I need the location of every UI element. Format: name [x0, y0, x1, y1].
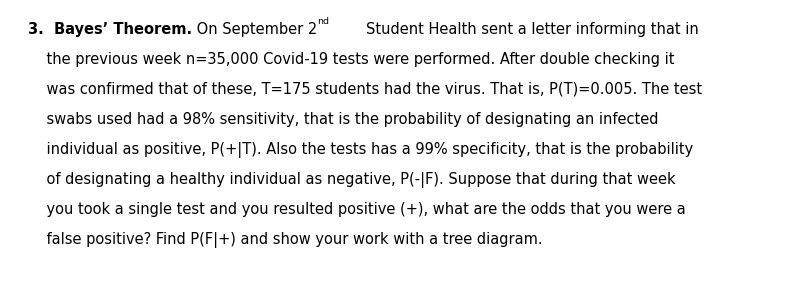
Text: false positive? Find P(F|+) and show your work with a tree diagram.: false positive? Find P(F|+) and show you… — [28, 232, 542, 248]
Text: was confirmed that of these, T=175 students had the virus. That is, P(T)=0.005. : was confirmed that of these, T=175 stude… — [28, 82, 702, 97]
Text: On September 2: On September 2 — [192, 22, 318, 37]
Text: of designating a healthy individual as negative, P(-|F). Suppose that during tha: of designating a healthy individual as n… — [28, 172, 676, 188]
Text: nd: nd — [318, 17, 329, 26]
Text: swabs used had a 98% sensitivity, that is the probability of designating an infe: swabs used had a 98% sensitivity, that i… — [28, 112, 659, 127]
Text: you took a single test and you resulted positive (+), what are the odds that you: you took a single test and you resulted … — [28, 202, 685, 217]
Text: the previous week n=35,000 Covid-19 tests were performed. After double checking : the previous week n=35,000 Covid-19 test… — [28, 52, 674, 67]
Text: individual as positive, P(+|T). Also the tests has a 99% specificity, that is th: individual as positive, P(+|T). Also the… — [28, 142, 693, 158]
Text: 3.  Bayes’ Theorem.: 3. Bayes’ Theorem. — [28, 22, 192, 37]
Text: Student Health sent a letter informing that in: Student Health sent a letter informing t… — [329, 22, 699, 37]
